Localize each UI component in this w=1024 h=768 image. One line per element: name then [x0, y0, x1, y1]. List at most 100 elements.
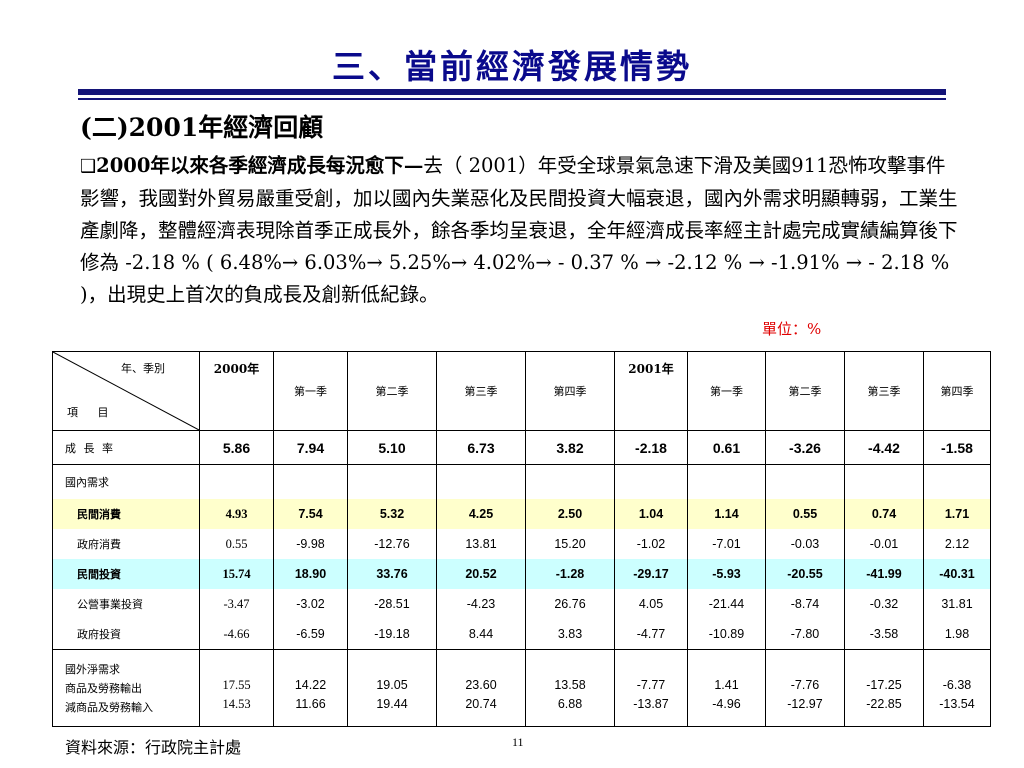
table-row-external-demand: 國外淨需求 商品及勞務輸出 減商品及勞務輸入 17.55 14.53 14.22 1…: [52, 649, 991, 727]
title-underline-thick: [78, 89, 946, 95]
table-cell-pair: -7.76 -12.97: [765, 649, 845, 727]
table-cell: 1.98: [923, 619, 991, 650]
table-cell: 31.81: [923, 589, 991, 619]
summary-paragraph: ❑2000年以來各季經濟成長每況愈下—去（ 2001）年受全球景氣急速下滑及美國…: [80, 150, 960, 311]
table-cell: 1.04: [614, 499, 688, 529]
page-title: 三、當前經濟發展情勢: [332, 47, 692, 86]
table-cell: -20.55: [765, 559, 845, 589]
table-cell: -4.66: [199, 619, 274, 650]
table-cell: -6.59: [273, 619, 348, 650]
row-label: 民間投資: [52, 559, 200, 589]
table-row-growth: 成 長 率 5.86 7.94 5.10 6.73 3.82 -2.18 0.6…: [52, 430, 991, 465]
table-cell: 15.20: [525, 529, 615, 559]
page-number: 11: [512, 735, 524, 749]
table-cell: 5.10: [347, 430, 437, 465]
table-cell: 3.83: [525, 619, 615, 650]
table-cell: -9.98: [273, 529, 348, 559]
row-label: 國內需求: [52, 464, 200, 499]
table-cell: 3.82: [525, 430, 615, 465]
table-cell: -1.58: [923, 430, 991, 465]
unit-label: 單位：%: [762, 320, 822, 338]
table-cell: 7.94: [273, 430, 348, 465]
table-cell: 13.81: [436, 529, 526, 559]
section-subtitle: (二)2001年經濟回顧: [80, 113, 324, 142]
table-cell: 1.14: [687, 499, 766, 529]
corner-bottom-label: 項 目: [67, 406, 117, 419]
table-row-domestic-header: 國內需求: [52, 464, 991, 499]
corner-top-label: 年、季別: [121, 362, 165, 375]
header-2001-q4: 第四季: [923, 351, 991, 431]
header-2000-q4: 第四季: [525, 351, 615, 431]
table-cell: -5.93: [687, 559, 766, 589]
table-cell-pair: 14.22 11.66: [273, 649, 348, 727]
header-corner-cell: 年、季別 項 目: [52, 351, 200, 431]
table-cell: -8.74: [765, 589, 845, 619]
table-cell: -3.47: [199, 589, 274, 619]
table-cell: -4.42: [844, 430, 924, 465]
table-cell: 4.25: [436, 499, 526, 529]
table-cell-pair: 1.41 -4.96: [687, 649, 766, 727]
table-cell: -0.32: [844, 589, 924, 619]
table-cell: 0.61: [687, 430, 766, 465]
table-row-private-investment: 民間投資 15.74 18.90 33.76 20.52 -1.28 -29.1…: [52, 559, 991, 589]
table-cell: 6.73: [436, 430, 526, 465]
imports-label: 減商品及勞務輸入: [65, 700, 153, 714]
table-cell: -4.77: [614, 619, 688, 650]
table-cell: -10.89: [687, 619, 766, 650]
title-underline-thin: [78, 98, 946, 100]
table-cell: -40.31: [923, 559, 991, 589]
table-cell: -4.23: [436, 589, 526, 619]
table-cell: -3.58: [844, 619, 924, 650]
table-cell: -19.18: [347, 619, 437, 650]
header-2000-q3: 第三季: [436, 351, 526, 431]
table-cell: 2.12: [923, 529, 991, 559]
header-2000-q1: 第一季: [273, 351, 348, 431]
row-label: 政府消費: [52, 529, 200, 559]
table-cell: 0.55: [199, 529, 274, 559]
header-year-2000: 2000年: [199, 351, 274, 431]
table-cell: 0.55: [765, 499, 845, 529]
table-cell: -29.17: [614, 559, 688, 589]
table-cell-pair: -17.25 -22.85: [844, 649, 924, 727]
table-cell-pair: -6.38 -13.54: [923, 649, 991, 727]
header-year-2001: 2001年: [614, 351, 688, 431]
table-cell-pair: 17.55 14.53: [199, 649, 274, 727]
header-2001-q3: 第三季: [844, 351, 924, 431]
table-row-government-consumption: 政府消費 0.55 -9.98 -12.76 13.81 15.20 -1.02…: [52, 529, 991, 559]
table-cell: 2.50: [525, 499, 615, 529]
table-cell: 5.86: [199, 430, 274, 465]
table-cell: 7.54: [273, 499, 348, 529]
table-cell-pair: 23.60 20.74: [436, 649, 526, 727]
table-cell: -0.01: [844, 529, 924, 559]
table-cell: 4.05: [614, 589, 688, 619]
external-demand-label: 國外淨需求: [65, 662, 120, 676]
table-cell: 26.76: [525, 589, 615, 619]
header-2000-q2: 第二季: [347, 351, 437, 431]
table-cell: -41.99: [844, 559, 924, 589]
row-label: 政府投資: [52, 619, 200, 650]
exports-label: 商品及勞務輸出: [65, 681, 142, 695]
table-header-row: 年、季別 項 目 2000年 第一季 第二季 第三季 第四季 2001年 第一季…: [52, 351, 991, 431]
table-cell: 33.76: [347, 559, 437, 589]
checkbox-bullet-icon: ❑: [80, 156, 97, 177]
table-cell: 0.74: [844, 499, 924, 529]
table-cell-pair: -7.77 -13.87: [614, 649, 688, 727]
table-cell: -21.44: [687, 589, 766, 619]
row-label-external: 國外淨需求 商品及勞務輸出 減商品及勞務輸入: [52, 649, 200, 727]
table-cell: -7.80: [765, 619, 845, 650]
paragraph-lead: 2000年以來各季經濟成長每況愈下—: [96, 154, 424, 177]
table-cell: -12.76: [347, 529, 437, 559]
table-cell: 18.90: [273, 559, 348, 589]
table-cell: 20.52: [436, 559, 526, 589]
table-cell: -7.01: [687, 529, 766, 559]
table-cell: 5.32: [347, 499, 437, 529]
table-row-private-consumption: 民間消費 4.93 7.54 5.32 4.25 2.50 1.04 1.14 …: [52, 499, 991, 529]
table-cell: -3.02: [273, 589, 348, 619]
table-cell: -2.18: [614, 430, 688, 465]
table-cell: -3.26: [765, 430, 845, 465]
table-cell: 8.44: [436, 619, 526, 650]
table-cell-pair: 19.05 19.44: [347, 649, 437, 727]
table-cell: -0.03: [765, 529, 845, 559]
header-2001-q1: 第一季: [687, 351, 766, 431]
table-cell: -28.51: [347, 589, 437, 619]
